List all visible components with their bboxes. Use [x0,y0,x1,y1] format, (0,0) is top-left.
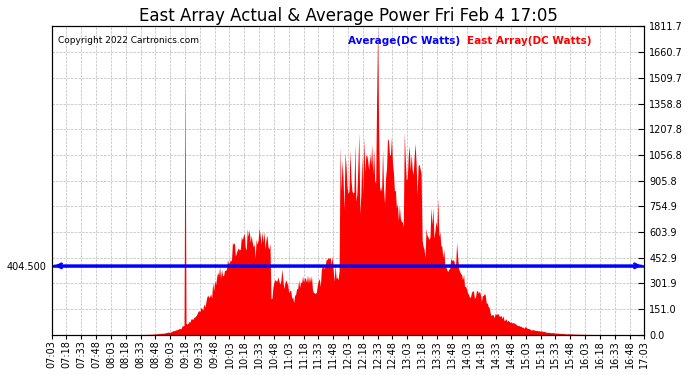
Text: East Array(DC Watts): East Array(DC Watts) [466,36,591,46]
Title: East Array Actual & Average Power Fri Feb 4 17:05: East Array Actual & Average Power Fri Fe… [139,7,558,25]
Text: Average(DC Watts): Average(DC Watts) [348,36,460,46]
Text: Copyright 2022 Cartronics.com: Copyright 2022 Cartronics.com [57,36,199,45]
